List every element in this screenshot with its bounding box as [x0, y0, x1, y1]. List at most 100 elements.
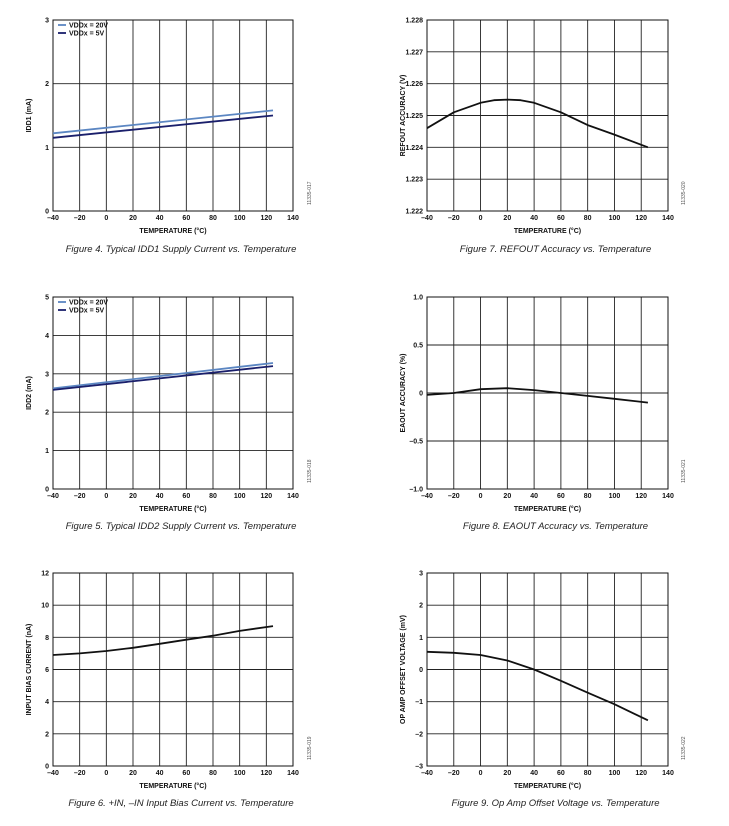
y-tick-label: 1.224: [405, 145, 423, 152]
x-tick-label: 20: [503, 493, 511, 500]
y-axis-label: IDD2 (mA): [26, 376, 33, 410]
y-tick-label: –1: [415, 699, 423, 706]
x-tick-label: 20: [129, 215, 137, 222]
x-tick-label: 80: [584, 215, 592, 222]
figure-caption: Figure 4. Typical IDD1 Supply Current vs…: [65, 244, 297, 255]
plot-frame: [426, 19, 669, 212]
figure-code: 11335-021: [681, 459, 687, 483]
x-tick-label: 100: [234, 493, 246, 500]
series-line-1: [426, 387, 649, 404]
x-tick-label: 20: [503, 215, 511, 222]
x-tick-label: –40: [47, 770, 59, 777]
x-tick-label: –20: [448, 493, 460, 500]
chart-6: –40 –20 0 20 40 60 80 100 120 140 –3 –2 –1 0 1 2 3 TEMPER…: [400, 571, 687, 791]
legend-label: VDDx = 20V: [69, 300, 108, 307]
x-tick-label: 60: [182, 770, 190, 777]
y-tick-label: 12: [41, 571, 49, 578]
series-line-1: [52, 625, 274, 656]
x-tick-label: 100: [609, 770, 621, 777]
y-tick-label: 1.225: [405, 113, 423, 120]
y-tick-label: 4: [45, 333, 49, 340]
x-tick-label: 40: [156, 493, 164, 500]
x-tick-label: –40: [421, 770, 433, 777]
x-tick-label: 140: [287, 770, 299, 777]
x-tick-label: 140: [662, 215, 674, 222]
x-tick-label: 20: [129, 493, 137, 500]
chart-3: –40 –20 0 20 40 60 80 100 120 140 0 1 2 3 4 5 VDDx = 20V…: [26, 295, 313, 514]
y-tick-label: –3: [415, 764, 423, 771]
y-tick-label: 1.222: [405, 209, 423, 216]
x-tick-label: 60: [182, 215, 190, 222]
y-tick-label: 1.227: [405, 49, 423, 56]
x-tick-label: 120: [635, 215, 647, 222]
plot-frame: [52, 19, 294, 212]
y-tick-label: 0.5: [413, 343, 423, 350]
y-tick-label: 1.226: [405, 81, 423, 88]
legend-label: VDDx = 5V: [69, 308, 105, 315]
x-axis-label: TEMPERATURE (°C): [514, 505, 581, 513]
x-tick-label: –20: [74, 215, 86, 222]
x-tick-label: 140: [662, 493, 674, 500]
series-line-1: [52, 362, 274, 390]
y-tick-label: 10: [41, 603, 49, 610]
figure-code: 11335-017: [307, 181, 313, 205]
x-axis-label: TEMPERATURE (°C): [139, 505, 206, 513]
figure-code: 11335-019: [307, 736, 313, 760]
x-tick-label: 140: [287, 493, 299, 500]
x-tick-label: 140: [662, 770, 674, 777]
x-tick-label: 0: [104, 493, 108, 500]
figure-caption: Figure 6. +IN, –IN Input Bias Current vs…: [68, 798, 294, 809]
x-tick-label: 60: [557, 215, 565, 222]
chart-4: –40 –20 0 20 40 60 80 100 120 140 –1.0 –0.5 0 0.5 1.0 T…: [400, 295, 687, 514]
x-tick-label: 60: [557, 770, 565, 777]
y-axis-label: EAOUT ACCURACY (%): [400, 354, 407, 433]
x-tick-label: 80: [209, 215, 217, 222]
x-tick-label: –40: [47, 493, 59, 500]
y-tick-label: 2: [45, 410, 49, 417]
y-tick-label: 0: [45, 487, 49, 494]
x-tick-label: 80: [584, 493, 592, 500]
series-line-1: [426, 650, 649, 722]
series-line-1: [52, 109, 274, 135]
y-tick-label: 4: [45, 699, 49, 706]
x-tick-label: 0: [104, 770, 108, 777]
y-tick-label: 5: [45, 295, 49, 302]
y-tick-label: –2: [415, 731, 423, 738]
y-tick-label: 0: [45, 764, 49, 771]
figure-code: 11335-018: [307, 459, 313, 483]
y-tick-label: 1: [419, 635, 423, 642]
figure-caption: Figure 5. Typical IDD2 Supply Current vs…: [65, 521, 297, 532]
x-axis-label: TEMPERATURE (°C): [514, 227, 581, 235]
x-tick-label: 0: [479, 493, 483, 500]
figure-caption: Figure 8. EAOUT Accuracy vs. Temperature: [462, 521, 649, 532]
x-tick-label: 120: [635, 770, 647, 777]
y-tick-label: 6: [45, 667, 49, 674]
x-tick-label: –20: [448, 770, 460, 777]
y-tick-label: 2: [45, 731, 49, 738]
x-tick-label: 40: [530, 215, 538, 222]
y-axis-label: REFOUT ACCURACY (V): [400, 75, 407, 157]
series-line-1: [426, 98, 649, 149]
y-tick-label: –0.5: [409, 439, 423, 446]
y-tick-label: 0: [45, 209, 49, 216]
x-tick-label: 0: [479, 215, 483, 222]
x-tick-label: 120: [260, 215, 272, 222]
x-tick-label: 40: [530, 770, 538, 777]
figure-code: 11335-022: [681, 736, 687, 760]
y-tick-label: 1: [45, 448, 49, 455]
x-tick-label: 100: [234, 770, 246, 777]
chart-2: –40 –20 0 20 40 60 80 100 120 140 1.222 1.223 1.224 1…: [400, 18, 687, 236]
y-axis-label: IDD1 (mA): [26, 99, 33, 133]
x-tick-label: 100: [234, 215, 246, 222]
x-tick-label: 140: [287, 215, 299, 222]
y-tick-label: 1.0: [413, 295, 423, 302]
figure-code: 11335-020: [681, 181, 687, 205]
y-axis-label: INPUT BIAS CURRENT (nA): [26, 624, 33, 716]
chart-5: –40 –20 0 20 40 60 80 100 120 140 0 2 4 6 8 10 12 TEMPERA…: [26, 571, 313, 791]
x-tick-label: 20: [129, 770, 137, 777]
x-tick-label: 40: [530, 493, 538, 500]
y-tick-label: 1.228: [405, 18, 423, 25]
legend-label: VDDx = 5V: [69, 31, 105, 38]
plot-frame: [426, 572, 669, 767]
figure-caption: Figure 9. Op Amp Offset Voltage vs. Temp…: [451, 798, 660, 809]
